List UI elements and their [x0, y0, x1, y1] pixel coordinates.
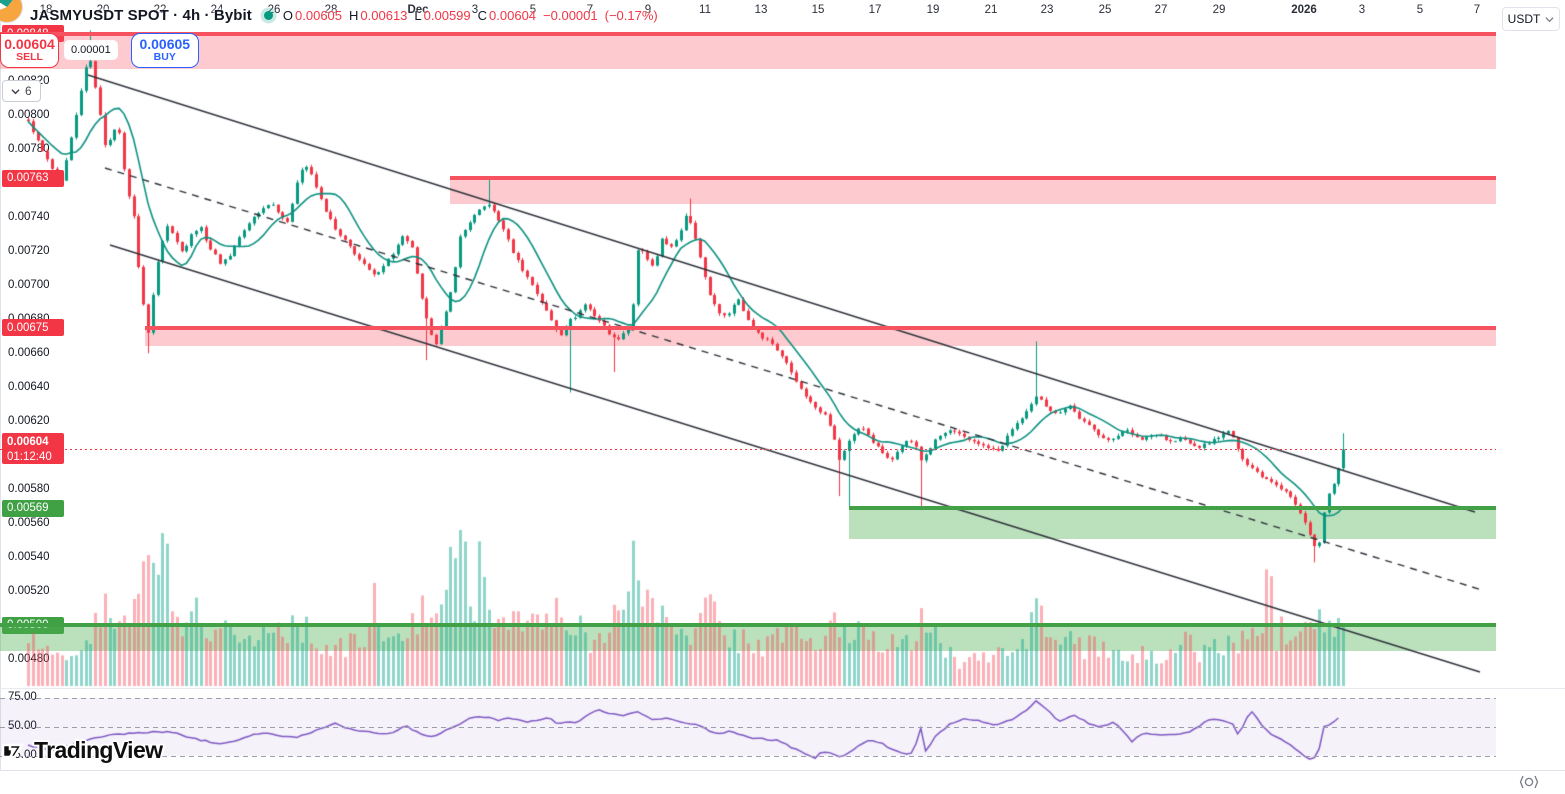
trade-buttons: 0.00604 SELL 0.00001 0.00605 BUY	[0, 32, 199, 68]
open-label: O	[282, 7, 294, 23]
rsi-guide-25.00	[0, 756, 1496, 757]
change-percent: (−0.17%)	[604, 7, 658, 23]
indicators-collapse-chip[interactable]: 6	[2, 80, 41, 102]
tradingview-logo-text: TradingView	[34, 737, 163, 763]
resistance-line-0.00763[interactable]	[450, 176, 1496, 181]
currency-selector[interactable]: USDT	[1502, 7, 1560, 31]
close-value: 0.00604	[489, 7, 537, 23]
rsi-guide-75.00	[0, 698, 1496, 699]
timezone-clock-icon[interactable]	[1518, 774, 1540, 790]
timezone-clock-glyph	[1519, 775, 1539, 789]
symbol-title[interactable]: JASMYUSDT SPOT · 4h · Bybit	[30, 6, 252, 24]
chevron-down-icon	[11, 88, 20, 94]
high-value: 0.00613	[360, 7, 408, 23]
support-line-0.00569[interactable]	[849, 506, 1496, 510]
ohlc-readout: O 0.00605 H 0.00613 L 0.00599 C 0.00604 …	[283, 8, 658, 23]
change-value: −0.00001	[543, 7, 598, 23]
resistance-line-0.00848[interactable]	[0, 31, 1496, 36]
sell-price: 0.00604	[4, 36, 55, 53]
time-axis[interactable]: 182022242628Dec3579111315171921232527292…	[0, 4, 1565, 794]
tradingview-mark-icon	[2, 743, 25, 758]
main-chart-canvas[interactable]	[0, 0, 1496, 770]
chevron-down-icon	[1545, 16, 1554, 22]
sell-label: SELL	[16, 50, 43, 63]
currency-selector-label: USDT	[1507, 12, 1541, 26]
pane-divider[interactable]	[0, 688, 1565, 689]
sell-button[interactable]: 0.00604 SELL	[0, 32, 59, 68]
market-status-icon[interactable]	[263, 10, 273, 20]
indicators-count: 6	[25, 84, 32, 98]
current-price-line	[0, 449, 1496, 450]
close-label: C	[477, 7, 488, 23]
buy-label: BUY	[153, 50, 176, 63]
buy-price: 0.00605	[139, 36, 191, 53]
low-value: 0.00599	[423, 7, 471, 23]
symbol-logo[interactable]	[0, 0, 23, 23]
spread-badge: 0.00001	[65, 41, 117, 59]
open-value: 0.00605	[295, 7, 343, 23]
low-label: L	[414, 7, 422, 23]
resistance-line-0.00675[interactable]	[145, 325, 1496, 330]
tradingview-logo[interactable]: TradingView	[2, 737, 163, 764]
support-line-0.00500[interactable]	[0, 623, 1496, 628]
rsi-guide-50.00	[0, 727, 1496, 728]
chart-header: JASMYUSDT SPOT · 4h · Bybit O 0.00605 H …	[0, 0, 658, 30]
high-label: H	[349, 7, 359, 23]
buy-button[interactable]: 0.00605 BUY	[130, 32, 199, 68]
